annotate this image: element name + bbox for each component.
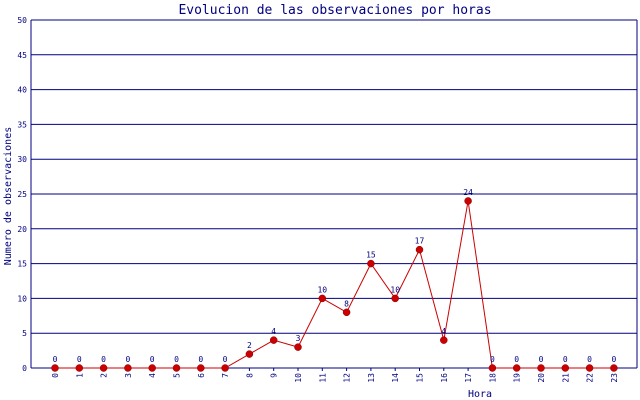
data-point bbox=[610, 364, 618, 372]
x-tick-label: 5 bbox=[173, 373, 182, 378]
x-tick-label: 2 bbox=[100, 373, 109, 378]
data-label: 3 bbox=[296, 334, 301, 343]
data-label: 24 bbox=[463, 188, 473, 197]
data-point bbox=[245, 350, 254, 358]
data-point bbox=[172, 364, 181, 372]
data-point bbox=[585, 364, 594, 372]
y-tick-label: 45 bbox=[17, 51, 27, 60]
data-label: 0 bbox=[198, 355, 203, 364]
data-point bbox=[561, 364, 570, 372]
data-point bbox=[124, 364, 132, 372]
data-point bbox=[367, 259, 375, 268]
x-tick-label: 19 bbox=[513, 373, 522, 383]
data-label: 2 bbox=[247, 341, 252, 350]
data-label: 4 bbox=[441, 327, 446, 336]
x-tick-label: 7 bbox=[221, 373, 230, 378]
x-tick-label: 4 bbox=[148, 373, 157, 378]
series-path bbox=[55, 200, 614, 369]
y-tick-label: 15 bbox=[17, 260, 27, 269]
x-tick-label: 21 bbox=[561, 373, 570, 383]
data-label: 15 bbox=[366, 251, 376, 260]
data-label: 0 bbox=[223, 355, 228, 364]
data-point bbox=[197, 364, 205, 372]
data-label: 0 bbox=[514, 355, 519, 364]
data-label: 10 bbox=[390, 285, 400, 294]
data-label: 0 bbox=[174, 355, 179, 364]
data-point bbox=[391, 294, 399, 303]
data-label: 0 bbox=[125, 355, 130, 364]
series-markers bbox=[51, 197, 618, 372]
x-tick-label: 14 bbox=[391, 373, 400, 383]
data-point bbox=[269, 336, 278, 344]
data-point bbox=[75, 364, 84, 372]
x-tick-label: 6 bbox=[197, 373, 206, 378]
data-label: 0 bbox=[150, 355, 155, 364]
data-label: 0 bbox=[53, 355, 58, 364]
x-tick-label: 22 bbox=[586, 373, 595, 383]
y-tick-label: 35 bbox=[17, 120, 27, 129]
data-point bbox=[440, 336, 448, 344]
data-point bbox=[148, 364, 156, 372]
data-label: 10 bbox=[317, 285, 327, 294]
data-point bbox=[415, 245, 424, 254]
data-label: 4 bbox=[271, 327, 276, 336]
x-tick-label: 8 bbox=[245, 373, 254, 378]
x-tick-label: 12 bbox=[343, 373, 352, 383]
data-point bbox=[464, 197, 472, 205]
gridlines bbox=[31, 19, 637, 369]
x-tick-label: 9 bbox=[270, 373, 279, 378]
y-tick-label: 0 bbox=[22, 364, 27, 373]
x-tick-label: 17 bbox=[464, 373, 473, 383]
y-tick-label: 40 bbox=[17, 86, 27, 95]
y-tick-label: 20 bbox=[17, 225, 27, 234]
y-axis: 0 5 10 15 20 25 30 35 40 45 50 bbox=[17, 16, 27, 373]
data-point bbox=[99, 364, 108, 372]
data-point bbox=[342, 308, 351, 317]
y-tick-label: 25 bbox=[17, 190, 27, 199]
x-tick-label: 0 bbox=[51, 373, 60, 378]
data-point bbox=[537, 364, 545, 372]
data-label: 0 bbox=[490, 355, 495, 364]
x-tick-label: 16 bbox=[440, 373, 449, 383]
data-label: 0 bbox=[539, 355, 544, 364]
data-label: 0 bbox=[587, 355, 592, 364]
x-tick-label: 18 bbox=[488, 373, 497, 383]
y-tick-label: 30 bbox=[17, 155, 27, 164]
x-tick-label: 15 bbox=[416, 373, 425, 383]
x-tick-label: 3 bbox=[124, 373, 133, 378]
x-tick-label: 11 bbox=[318, 373, 327, 383]
series-line bbox=[55, 200, 614, 369]
data-point bbox=[488, 364, 497, 372]
x-axis-label: Hora bbox=[468, 389, 492, 400]
x-tick-label: 10 bbox=[294, 373, 303, 383]
data-label: 0 bbox=[563, 355, 568, 364]
data-point bbox=[221, 364, 229, 372]
y-axis-label: Numero de observaciones bbox=[3, 127, 14, 265]
data-point bbox=[51, 364, 59, 372]
data-label: 17 bbox=[415, 237, 425, 246]
data-label: 8 bbox=[344, 299, 349, 308]
y-tick-label: 10 bbox=[17, 294, 27, 303]
x-tick-label: 13 bbox=[367, 373, 376, 383]
x-axis: 0 1 2 3 4 5 6 7 8 9 10 11 12 13 14 15 16 17 18 19 20 21 22 23 bbox=[51, 368, 619, 383]
data-label: 0 bbox=[101, 355, 106, 364]
x-tick-label: 20 bbox=[537, 373, 546, 383]
data-point bbox=[512, 364, 521, 372]
x-tick-label: 1 bbox=[75, 373, 84, 378]
data-label: 0 bbox=[611, 355, 616, 364]
y-tick-label: 5 bbox=[22, 329, 27, 338]
chart-title: Evolucion de las observaciones por horas bbox=[178, 3, 491, 18]
data-point bbox=[318, 294, 327, 303]
data-label: 0 bbox=[77, 355, 82, 364]
y-tick-label: 50 bbox=[17, 16, 27, 25]
data-point bbox=[294, 343, 302, 351]
x-tick-label: 23 bbox=[610, 373, 619, 383]
